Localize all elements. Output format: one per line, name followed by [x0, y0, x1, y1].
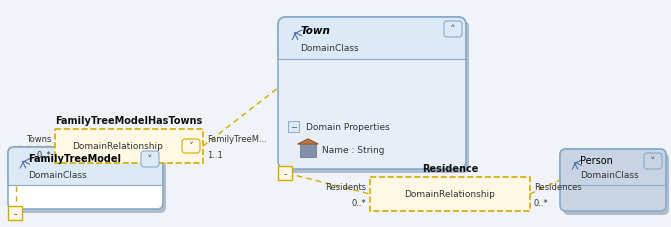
Text: FamilyTreeModelHasTowns: FamilyTreeModelHasTowns: [56, 116, 203, 126]
Text: -: -: [13, 208, 17, 218]
Text: Residents: Residents: [325, 182, 366, 191]
Text: DomainClass: DomainClass: [28, 170, 87, 179]
FancyBboxPatch shape: [563, 153, 669, 215]
Bar: [9, 166, 162, 185]
Polygon shape: [298, 139, 318, 144]
FancyBboxPatch shape: [182, 139, 200, 153]
FancyBboxPatch shape: [278, 18, 466, 60]
Text: −: −: [290, 122, 297, 131]
Text: ˅: ˅: [147, 154, 153, 164]
FancyBboxPatch shape: [444, 22, 462, 38]
Text: ˅: ˅: [189, 141, 193, 151]
FancyBboxPatch shape: [560, 149, 666, 185]
FancyBboxPatch shape: [141, 151, 159, 167]
FancyBboxPatch shape: [281, 22, 469, 173]
Text: DomainRelationship: DomainRelationship: [405, 190, 495, 199]
FancyBboxPatch shape: [278, 18, 466, 169]
Bar: [288, 121, 299, 132]
Bar: [561, 167, 665, 185]
Text: Person: Person: [580, 155, 613, 165]
Bar: [55, 129, 203, 163]
FancyBboxPatch shape: [560, 149, 666, 211]
Bar: [278, 166, 292, 180]
Text: Town: Town: [300, 26, 330, 36]
Text: Residence: Residence: [422, 163, 478, 173]
Text: -: -: [283, 168, 287, 178]
Text: Name : String: Name : String: [322, 146, 384, 155]
Text: 0..*: 0..*: [36, 150, 51, 159]
Text: DomainClass: DomainClass: [580, 171, 639, 180]
Text: FamilyTreeModel: FamilyTreeModel: [28, 154, 121, 164]
Text: DomainClass: DomainClass: [300, 44, 358, 52]
Text: 0..*: 0..*: [534, 198, 549, 207]
Text: ˅: ˅: [650, 156, 656, 166]
Text: FamilyTreeM...: FamilyTreeM...: [207, 134, 267, 143]
Text: 1..1: 1..1: [207, 150, 223, 159]
FancyBboxPatch shape: [11, 151, 166, 213]
FancyBboxPatch shape: [8, 147, 163, 185]
Text: Domain Properties: Domain Properties: [306, 123, 390, 132]
Text: ˄: ˄: [450, 25, 456, 35]
FancyBboxPatch shape: [8, 147, 163, 209]
Bar: [300, 144, 316, 157]
Bar: [370, 177, 530, 211]
FancyBboxPatch shape: [644, 153, 662, 169]
Text: Residences: Residences: [534, 182, 582, 191]
Text: Towns: Towns: [25, 134, 51, 143]
Bar: [8, 206, 22, 220]
Bar: [279, 39, 465, 61]
Text: DomainRelationship: DomainRelationship: [72, 142, 162, 151]
Text: 0..*: 0..*: [351, 198, 366, 207]
